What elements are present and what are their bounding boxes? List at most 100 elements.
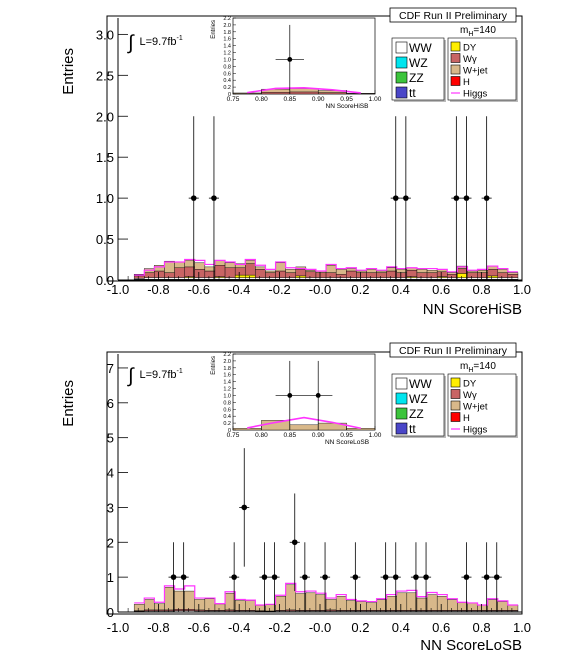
data-point	[170, 574, 177, 580]
stack-bar-Wjet	[154, 603, 165, 611]
legend-swatch	[450, 41, 461, 52]
x-tick-label: -0.4	[228, 282, 250, 297]
inset-bar-wjet	[289, 424, 319, 431]
stack-bar-Wjet	[457, 602, 468, 611]
data-point	[261, 574, 268, 580]
data-point	[453, 195, 460, 201]
stack-bar-Wgamma	[164, 272, 175, 278]
y-tick-label: 2	[107, 535, 114, 550]
legend-swatch	[395, 41, 408, 54]
inset-y-tick-label: 0	[228, 92, 231, 98]
y-tick-label: 0.5	[96, 232, 114, 247]
inset-x-tick-label: 0.85	[283, 96, 296, 103]
inset-bar-wjet	[346, 428, 376, 431]
legend-label: WZ	[409, 392, 428, 406]
stack-bar-Wgamma	[467, 272, 478, 278]
inset-x-tick-label: 0.95	[340, 432, 353, 439]
legend-label: H	[463, 413, 470, 424]
data-point	[392, 195, 399, 201]
legend-label: WW	[409, 41, 432, 55]
header-box	[389, 342, 517, 358]
stack-bar-WW	[194, 277, 206, 280]
data-point	[423, 574, 429, 580]
legend-swatch	[395, 56, 408, 69]
stack-bar-Wjet	[285, 584, 296, 611]
y-axis-label: Entries	[60, 48, 77, 95]
stack-bar-Wjet	[133, 604, 145, 611]
inset-y-tick-label: 2.2	[223, 352, 231, 358]
legend-swatch	[450, 389, 461, 399]
stack-bar-Wgamma	[265, 272, 276, 278]
data-point	[382, 574, 389, 580]
stack-bar-Wjet	[295, 593, 307, 611]
legend-label: Higgs	[463, 425, 488, 436]
y-tick-label: 0	[107, 605, 114, 620]
inset-y-tick-label: 2.2	[223, 16, 231, 22]
stack-bar-Wjet	[366, 269, 377, 273]
x-tick-label: -0.8	[147, 282, 169, 297]
stack-bar-Wgamma	[325, 272, 337, 278]
stack-bar-WW	[164, 277, 175, 280]
inset-x-tick-label: 1.00	[369, 432, 382, 439]
stack-bar-Wjet	[144, 599, 155, 611]
stack-bar-Wgamma	[406, 269, 418, 277]
stack-bar-Wgamma	[335, 274, 347, 278]
stack-bar-WW	[487, 277, 498, 280]
inset-y-label: Entries	[211, 20, 217, 39]
stack-bar-WW	[346, 277, 357, 280]
stack-bar-Wjet	[376, 599, 387, 611]
x-tick-label: -0.4	[228, 620, 250, 635]
inset-x-label: NN ScoreHiSB	[326, 103, 369, 110]
stack-bar-DY	[487, 275, 498, 278]
stack-bar-Wjet	[497, 269, 509, 273]
inset-y-tick-label: 1.0	[223, 57, 231, 63]
data-point	[241, 504, 248, 511]
inset-y-tick-label: 0.8	[223, 400, 231, 406]
stack-bar-Wgamma	[234, 267, 246, 276]
stack-bar-Wjet	[224, 592, 236, 611]
stack-bar-Wjet	[356, 270, 367, 273]
x-tick-label: -0.8	[147, 620, 169, 635]
inset-y-tick-label: 1.2	[223, 51, 231, 57]
inset-x-label: NN ScoreLoSB	[325, 439, 369, 446]
stack-bar-WW	[335, 277, 347, 280]
stack-bar-Wjet	[335, 269, 347, 275]
data-point	[403, 195, 409, 201]
x-axis-label: NN ScoreHiSB	[423, 301, 522, 318]
mass-label: mH=140	[460, 25, 496, 38]
stack-bar-Wjet	[477, 604, 488, 611]
inset-y-tick-label: 1.0	[223, 393, 231, 399]
lumi-label: ∫ L=9.7fb-1	[127, 365, 183, 387]
stack-bar-Wjet	[154, 265, 165, 272]
stack-bar-Wjet	[255, 605, 266, 611]
stack-bar-WW	[285, 277, 296, 280]
stack-bar-Wgamma	[457, 268, 468, 274]
stack-bar-Wjet	[305, 269, 317, 273]
stack-bar-WW	[295, 277, 307, 280]
data-point	[231, 574, 237, 580]
lumi-label: ∫ L=9.7fb-1	[127, 32, 183, 54]
inset-data-point	[287, 57, 293, 62]
inset-y-tick-label: 1.6	[223, 37, 231, 43]
stack-bar-Wgamma	[305, 271, 317, 278]
stack-bar-Wgamma	[487, 269, 498, 277]
stack-bar-WW	[214, 277, 226, 280]
inset-y-tick-label: 0.4	[223, 414, 231, 420]
inset-frame	[232, 353, 376, 431]
stack-bar-Wjet	[396, 269, 408, 273]
y-tick-label: 6	[107, 396, 114, 411]
inset-bar-wgamma	[289, 91, 319, 95]
stack-bar-WW	[184, 277, 195, 280]
stack-bar-WW	[265, 277, 276, 280]
stack-bar-Wgamma	[204, 270, 216, 278]
x-tick-label: -0.6	[188, 282, 210, 297]
inset-bar-wgamma	[261, 92, 290, 95]
inset-y-tick-label: 0.2	[223, 421, 231, 427]
legend-swatch	[450, 53, 461, 63]
stack-bar-Wjet	[194, 599, 206, 611]
x-tick-label: 0.2	[351, 282, 369, 297]
stack-bar-WW	[366, 277, 377, 280]
data-point	[413, 574, 419, 580]
stack-bar-WW	[255, 277, 266, 280]
stack-bar-Wgamma	[174, 267, 185, 278]
